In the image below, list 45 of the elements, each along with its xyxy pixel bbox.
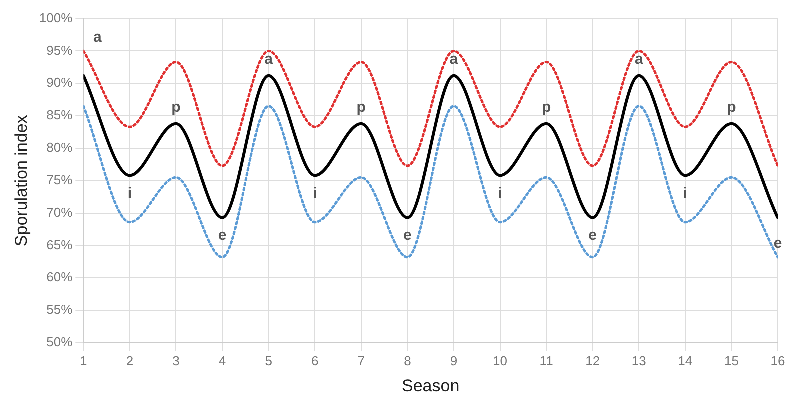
x-tick-label: 6 [311,353,319,368]
annotation: p [542,98,552,116]
x-tick-label: 11 [540,353,554,368]
y-tick-label: 75% [46,172,74,188]
y-tick-label: 80% [46,140,74,156]
annotation: e [774,235,782,252]
y-tick-label: 60% [46,270,74,285]
annotation: p [172,98,181,116]
annotation: i [683,184,688,202]
y-tick-label: 55% [46,302,74,318]
annotation: i [128,184,132,202]
annotation: a [634,51,644,68]
annotation: i [313,184,318,202]
x-tick-label: 16 [770,353,786,368]
x-tick-label: 8 [404,353,412,368]
annotation: a [264,51,274,68]
x-tick-label: 2 [126,353,134,368]
x-axis-title: Season [402,376,460,396]
y-tick-label: 85% [46,108,74,123]
y-tick-label: 70% [46,204,74,220]
annotation: e [588,227,598,244]
x-tick-label: 15 [724,353,739,368]
x-tick-label: 12 [586,353,600,368]
annotation: e [404,227,412,244]
annotation: e [218,227,227,244]
annotation: a [93,29,102,46]
y-tick-label: 95% [46,42,74,58]
x-tick-label: 3 [172,353,180,368]
x-tick-label: 13 [632,353,646,368]
x-tick-label: 4 [218,353,226,368]
y-tick-label: 50% [46,334,74,350]
x-tick-label: 5 [265,353,272,368]
x-tick-label: 14 [678,353,693,368]
x-tick-label: 7 [358,353,366,368]
annotation: p [727,98,736,116]
annotation: a [450,51,459,68]
y-tick-label: 100% [39,10,74,26]
y-tick-label: 65% [46,237,74,252]
y-axis-title: Sporulation index [12,114,31,247]
annotation: i [498,184,502,202]
y-tick-label: 90% [46,75,74,90]
x-tick-label: 1 [80,353,88,368]
annotation: p [356,98,366,116]
x-tick-label: 9 [450,353,458,368]
x-tick-label: 10 [493,353,508,368]
